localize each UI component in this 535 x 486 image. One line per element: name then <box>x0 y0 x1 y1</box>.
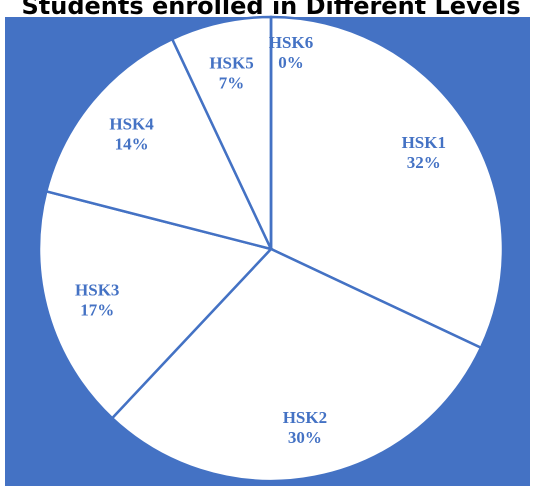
slice-value-label: 7% <box>219 73 245 92</box>
slice-value-label: 30% <box>288 428 322 447</box>
pie-slice <box>170 15 273 250</box>
pie-slice <box>44 37 274 251</box>
chart-title: Students enrolled in Different Levels <box>21 0 520 20</box>
slice-label: HSK5 <box>209 53 253 72</box>
slice-value-label: 17% <box>80 300 114 319</box>
slice-label: HSK6 <box>269 33 313 52</box>
slice-value-label: 0% <box>278 53 304 72</box>
pie-slice <box>37 189 274 420</box>
pie-slice <box>269 15 505 350</box>
slice-value-label: 14% <box>115 135 149 154</box>
slice-label: HSK2 <box>283 408 327 427</box>
slice-label: HSK1 <box>402 133 446 152</box>
slice-value-label: 32% <box>407 153 441 172</box>
pie-slice <box>110 247 483 483</box>
slice-label: HSK3 <box>75 280 119 299</box>
slice-label: HSK4 <box>109 115 154 134</box>
